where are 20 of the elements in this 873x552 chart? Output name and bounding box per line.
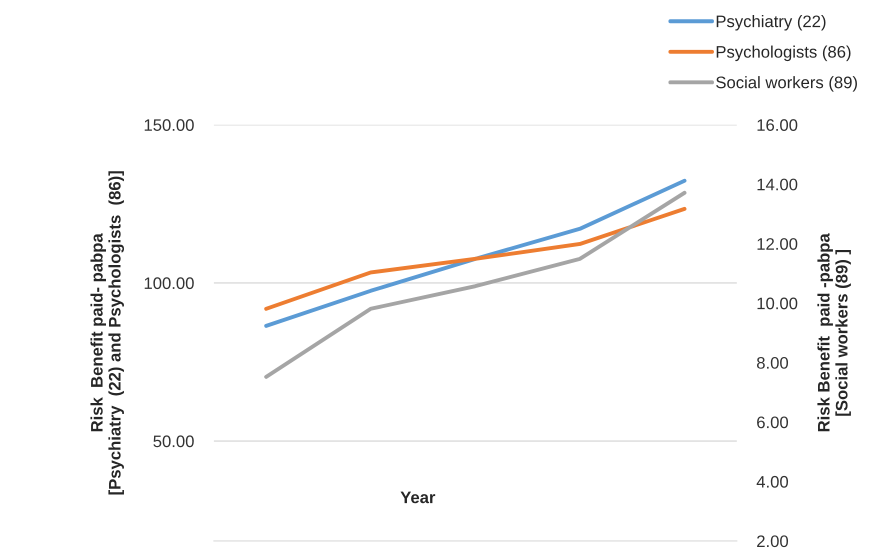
- y2-tick-label: 14.00: [758, 178, 798, 190]
- legend-label: Social workers (89): [716, 76, 857, 92]
- y2-tick-label: 2.00: [757, 535, 788, 548]
- y2-tick-label: 6.00: [757, 416, 788, 428]
- line-series: [264, 190, 686, 379]
- line-series: [264, 206, 686, 311]
- legend-label: Psychologists (86): [716, 46, 851, 62]
- y2-tick-label: 16.00: [758, 119, 798, 131]
- legend-label: Psychiatry (22): [716, 15, 826, 31]
- y2-tick-label: 10.00: [758, 298, 798, 310]
- x-axis-title: Year: [400, 492, 436, 504]
- line-series: [264, 178, 686, 328]
- y-tick-label: 150.00: [144, 119, 194, 131]
- y2-tick-label: 8.00: [756, 356, 788, 369]
- y2-tick-label: 12.00: [758, 238, 798, 250]
- y-tick-label: 100.00: [144, 277, 194, 290]
- y-axis-title: Risk Benefit paid- pabpa [Psychiatry (22) and Psychologists (86)]: [90, 171, 124, 494]
- y2-axis-title: Risk Benefit paid -pabpa [Social workers (89) ]: [817, 233, 851, 432]
- y2-tick-label: 4.00: [756, 476, 788, 488]
- y-tick-label: 50.00: [153, 435, 194, 448]
